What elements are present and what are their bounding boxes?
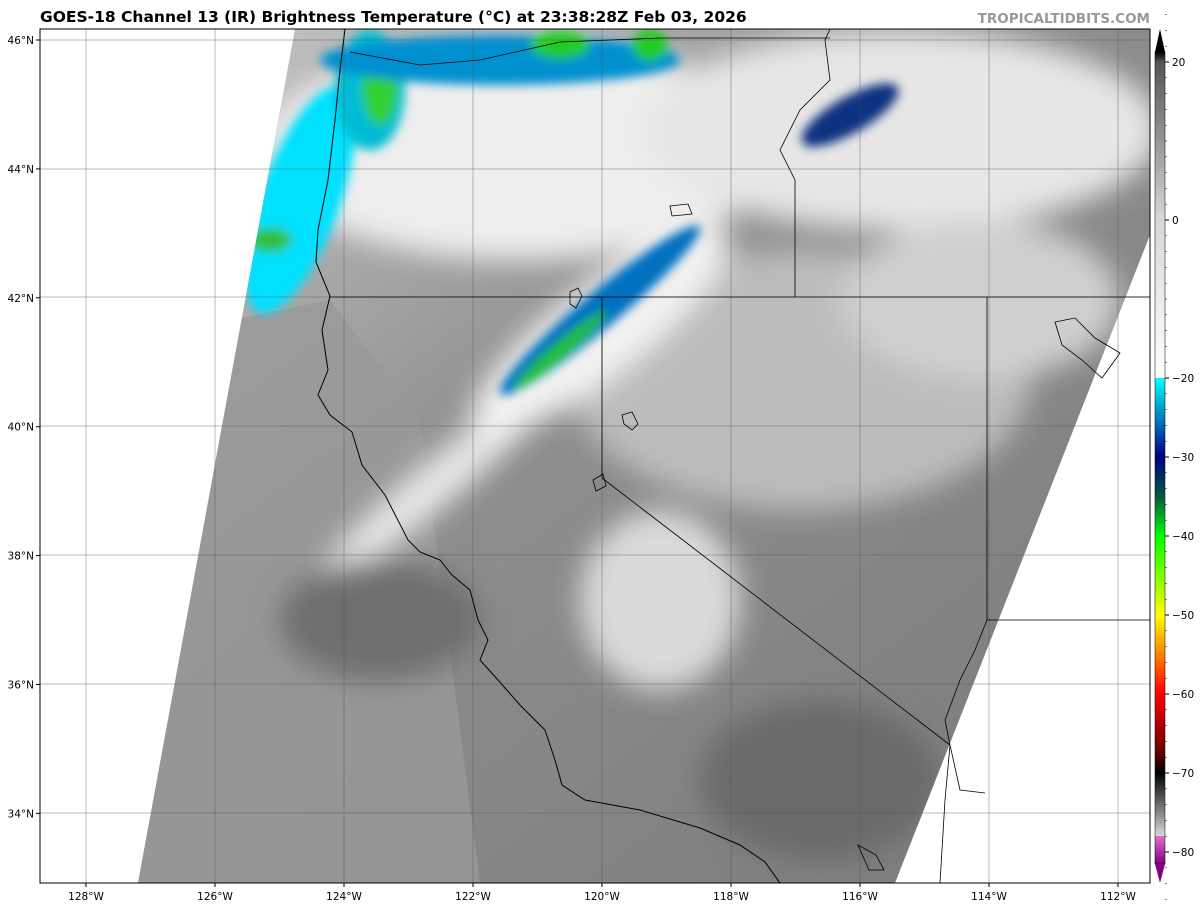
latitude-axis: 46°N 44°N 42°N 40°N 38°N 36°N 34°N	[8, 35, 40, 820]
colorbar-bar	[1154, 51, 1166, 865]
longitude-label: 122°W	[455, 891, 491, 903]
colorbar-label: −30	[1172, 452, 1194, 464]
colorbar-min-extension	[1155, 864, 1165, 883]
latitude-label: 34°N	[8, 808, 34, 820]
latitude-label: 40°N	[8, 422, 34, 434]
longitude-label: 116°W	[842, 891, 878, 903]
colorbar-label: −80	[1172, 847, 1194, 859]
latitude-label: 38°N	[8, 551, 34, 563]
longitude-label: 128°W	[68, 891, 104, 903]
state-borders	[330, 29, 1150, 883]
latitude-label: 36°N	[8, 680, 34, 692]
longitude-label: 126°W	[197, 891, 233, 903]
map-title: GOES-18 Channel 13 (IR) Brightness Tempe…	[40, 8, 747, 26]
colorbar-label: −70	[1172, 768, 1194, 780]
longitude-label: 120°W	[584, 891, 620, 903]
coastline	[315, 29, 781, 883]
colorbar-label: −50	[1172, 610, 1194, 622]
brand-watermark: TROPICALTIDBITS.COM	[977, 11, 1150, 27]
longitude-label: 114°W	[971, 891, 1007, 903]
map-frame	[39, 28, 1151, 884]
longitude-label: 112°W	[1100, 891, 1136, 903]
latitude-label: 44°N	[8, 164, 34, 176]
longitude-axis: 128°W 126°W 124°W 122°W 120°W 118°W 116°W 114°W…	[68, 883, 1136, 903]
colorbar-label: −60	[1172, 689, 1194, 701]
latitude-label: 42°N	[8, 293, 34, 305]
colorbar-label: −20	[1172, 373, 1194, 385]
colorbar-label: 20	[1172, 57, 1185, 69]
colorbar-label: 0	[1172, 215, 1179, 227]
latitude-label: 46°N	[8, 35, 34, 47]
ir-imagery	[138, 29, 1150, 883]
colorbar: 40200−20−30−40−50−60−70−80−90	[1154, 14, 1194, 900]
lakes	[569, 203, 1121, 871]
colorbar-max-extension	[1155, 29, 1165, 52]
longitude-label: 124°W	[326, 891, 362, 903]
colorbar-label: −40	[1172, 531, 1194, 543]
longitude-label: 118°W	[713, 891, 749, 903]
